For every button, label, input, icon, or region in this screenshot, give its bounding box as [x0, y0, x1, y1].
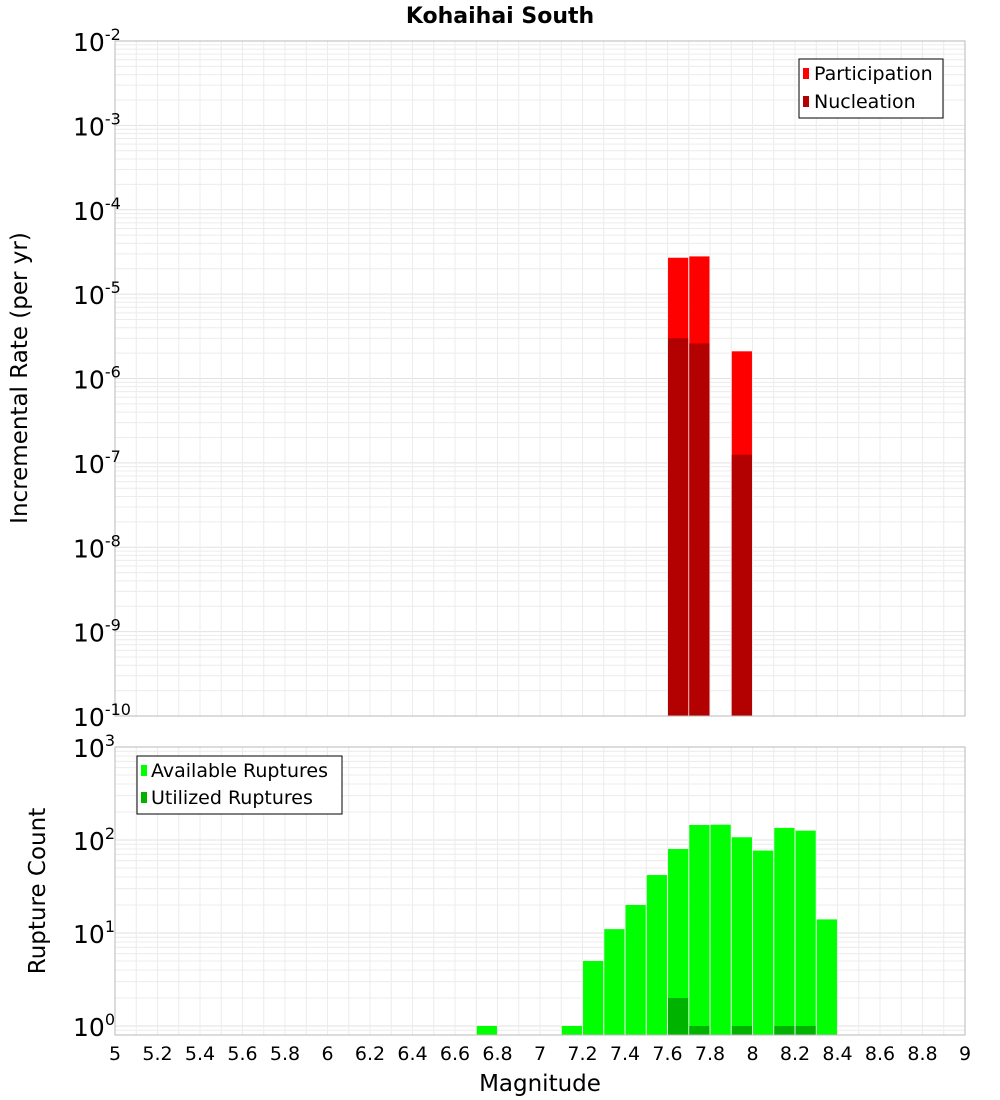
- x-tick-label: 5.2: [142, 1043, 172, 1065]
- bar-available-ruptures: [646, 875, 667, 1035]
- legend-swatch-utilized-ruptures: [141, 792, 147, 803]
- bar-available-ruptures: [625, 904, 646, 1035]
- y-tick-label: 10-7: [73, 447, 121, 479]
- top-plot-frame: [114, 40, 966, 717]
- x-tick-label: 7.8: [695, 1043, 725, 1065]
- y-tick-label: 10-8: [73, 531, 121, 563]
- y-tick-label: 10-10: [73, 700, 131, 732]
- legend-label-available-ruptures: Available Ruptures: [151, 760, 328, 782]
- bar-available-ruptures: [753, 850, 774, 1035]
- bottom-y-tick-labels: 103 102 101 100: [73, 731, 115, 1042]
- x-tick-label: 8.4: [822, 1043, 852, 1065]
- x-tick-label: 8: [746, 1043, 758, 1065]
- bar-available-ruptures: [583, 960, 604, 1035]
- y-tick-label: 10-5: [73, 278, 121, 310]
- top-bars: [668, 256, 752, 716]
- bar-utilized-ruptures: [774, 1025, 795, 1035]
- x-tick-label: 8.6: [865, 1043, 895, 1065]
- bar-nucleation: [689, 343, 710, 716]
- y-tick-label: 10-3: [73, 109, 121, 141]
- x-tick-label: 7.2: [567, 1043, 597, 1065]
- y-tick-label: 10-6: [73, 363, 121, 395]
- y-tick-label: 10-4: [73, 194, 121, 226]
- bottom-legend-box: [136, 755, 343, 815]
- legend-swatch-nucleation: [803, 96, 809, 107]
- y-tick-label: 101: [73, 917, 115, 949]
- top-y-axis-label: Incremental Rate (per yr): [7, 232, 33, 524]
- legend-swatch-participation: [803, 68, 809, 79]
- bar-available-ruptures: [689, 824, 710, 1035]
- bar-available-ruptures: [795, 830, 816, 1035]
- legend-label-participation: Participation: [814, 63, 933, 85]
- y-tick-label: 10-9: [73, 616, 121, 648]
- x-tick-label: 8.2: [780, 1043, 810, 1065]
- x-tick-label: 6.2: [355, 1043, 385, 1065]
- x-tick-label: 7: [534, 1043, 546, 1065]
- bar-utilized-ruptures: [795, 1025, 816, 1035]
- x-tick-label: 5.6: [227, 1043, 257, 1065]
- bottom-legend: Available Ruptures Utilized Ruptures: [136, 755, 343, 815]
- x-tick-label: 5.8: [270, 1043, 300, 1065]
- x-tick-label: 7.6: [652, 1043, 682, 1065]
- legend-label-nucleation: Nucleation: [814, 91, 916, 113]
- bottom-grid: [115, 747, 965, 1036]
- x-tick-label: 5: [109, 1043, 121, 1065]
- bar-available-ruptures: [604, 929, 625, 1035]
- legend-label-utilized-ruptures: Utilized Ruptures: [151, 787, 313, 809]
- x-axis-label: Magnitude: [479, 1071, 601, 1097]
- y-tick-label: 103: [73, 731, 115, 763]
- bar-available-ruptures: [476, 1025, 497, 1035]
- legend-swatch-available-ruptures: [141, 765, 147, 776]
- bar-available-ruptures: [731, 837, 752, 1035]
- top-legend-box: [798, 58, 944, 119]
- bar-utilized-ruptures: [668, 997, 689, 1035]
- y-tick-label: 102: [73, 824, 115, 856]
- top-legend: Participation Nucleation: [798, 58, 944, 119]
- bar-available-ruptures: [816, 919, 837, 1035]
- x-tick-label: 7.4: [610, 1043, 640, 1065]
- chart-title: Kohaihai South: [406, 4, 594, 29]
- bottom-plot-frame: [114, 746, 966, 1036]
- bottom-bars: [476, 824, 837, 1035]
- bar-utilized-ruptures: [731, 1025, 752, 1035]
- y-tick-label: 100: [73, 1010, 115, 1042]
- bar-nucleation: [731, 454, 752, 716]
- bar-nucleation: [668, 338, 689, 716]
- x-tick-label: 5.4: [185, 1043, 215, 1065]
- bar-utilized-ruptures: [689, 1025, 710, 1035]
- bar-available-ruptures: [774, 827, 795, 1035]
- x-tick-label: 9: [959, 1043, 971, 1065]
- bottom-y-axis-label: Rupture Count: [25, 808, 51, 974]
- x-tick-label: 6.4: [397, 1043, 427, 1065]
- bar-available-ruptures: [561, 1025, 582, 1035]
- top-grid: [115, 41, 965, 717]
- x-tick-label: 6.6: [440, 1043, 470, 1065]
- top-y-tick-labels: 10-2 10-3 10-4 10-5 10-6 10-7 10-8 10-9 10-10: [73, 25, 131, 732]
- x-tick-label: 6.8: [482, 1043, 512, 1065]
- x-tick-labels: 5 5.2 5.4 5.6 5.8 6 6.2 6.4 6.6 6.8 7 7.2 7.4 7.6 7.8 8…: [109, 1043, 971, 1065]
- x-tick-label: 6: [321, 1043, 333, 1065]
- y-tick-label: 10-2: [73, 25, 121, 57]
- bar-available-ruptures: [710, 824, 731, 1035]
- bar-available-ruptures: [668, 849, 689, 1035]
- x-tick-label: 8.8: [907, 1043, 937, 1065]
